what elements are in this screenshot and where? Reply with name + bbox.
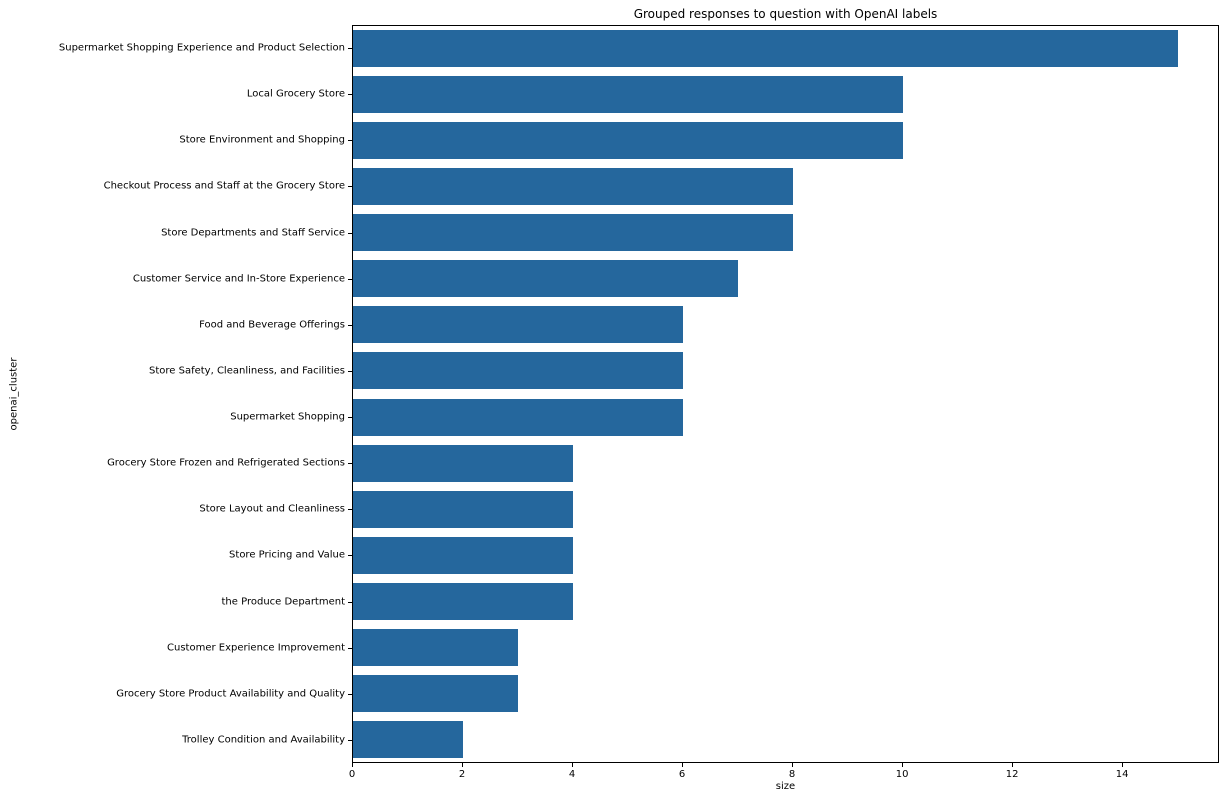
bar: [353, 167, 794, 205]
x-tick-mark: [1012, 763, 1013, 767]
chart-title: Grouped responses to question with OpenA…: [633, 7, 938, 21]
x-tick-mark: [902, 763, 903, 767]
bar: [353, 398, 684, 436]
x-tick-label: 14: [1115, 769, 1129, 780]
y-tick-mark: [348, 140, 352, 141]
bar: [353, 75, 904, 113]
bar: [353, 121, 904, 159]
x-axis-label: size: [775, 781, 796, 792]
y-tick-mark: [348, 279, 352, 280]
x-tick-label: 8: [788, 769, 796, 780]
x-tick-label: 2: [458, 769, 466, 780]
x-tick-mark: [352, 763, 353, 767]
y-tick-label: the Produce Department: [221, 596, 345, 608]
bar: [353, 260, 739, 298]
y-tick-mark: [348, 417, 352, 418]
y-tick-mark: [348, 740, 352, 741]
y-tick-label: Grocery Store Product Availability and Q…: [116, 688, 345, 700]
y-tick-label: Food and Beverage Offerings: [199, 319, 345, 331]
y-tick-mark: [348, 602, 352, 603]
x-tick-mark: [792, 763, 793, 767]
y-tick-label: Store Safety, Cleanliness, and Facilitie…: [148, 365, 345, 377]
bar: [353, 29, 1179, 67]
plot-area: [352, 25, 1219, 763]
bar: [353, 490, 574, 528]
x-tick-label: 12: [1005, 769, 1019, 780]
y-tick-label: Customer Service and In-Store Experience: [132, 273, 345, 285]
y-axis-label: openai_cluster: [8, 357, 20, 431]
x-tick-mark: [572, 763, 573, 767]
x-tick-label: 6: [678, 769, 686, 780]
x-tick-label: 10: [895, 769, 909, 780]
y-tick-mark: [348, 186, 352, 187]
bar: [353, 536, 574, 574]
y-tick-mark: [348, 463, 352, 464]
x-tick-label: 0: [348, 769, 356, 780]
y-tick-label: Trolley Condition and Availability: [182, 734, 345, 746]
x-tick-mark: [1122, 763, 1123, 767]
y-tick-label: Supermarket Shopping Experience and Prod…: [58, 42, 345, 54]
y-tick-mark: [348, 648, 352, 649]
bar: [353, 629, 519, 667]
bar: [353, 675, 519, 713]
y-tick-mark: [348, 694, 352, 695]
bar: [353, 721, 464, 759]
y-tick-label: Store Departments and Staff Service: [161, 227, 345, 239]
y-tick-label: Customer Experience Improvement: [167, 642, 345, 654]
y-tick-label: Local Grocery Store: [246, 88, 345, 100]
y-tick-label: Store Pricing and Value: [229, 549, 345, 561]
y-tick-mark: [348, 233, 352, 234]
y-tick-mark: [348, 371, 352, 372]
x-tick-mark: [682, 763, 683, 767]
y-tick-mark: [348, 48, 352, 49]
y-tick-mark: [348, 94, 352, 95]
bar: [353, 444, 574, 482]
y-tick-mark: [348, 509, 352, 510]
y-tick-label: Checkout Process and Staff at the Grocer…: [103, 180, 345, 192]
bar: [353, 214, 794, 252]
y-tick-mark: [348, 325, 352, 326]
y-tick-label: Store Layout and Cleanliness: [199, 503, 345, 515]
y-tick-label: Supermarket Shopping: [230, 411, 345, 423]
x-tick-label: 4: [568, 769, 576, 780]
y-tick-label: Grocery Store Frozen and Refrigerated Se…: [107, 457, 345, 469]
y-tick-label: Store Environment and Shopping: [179, 134, 345, 146]
y-tick-mark: [348, 555, 352, 556]
bar: [353, 583, 574, 621]
bar: [353, 306, 684, 344]
x-tick-mark: [462, 763, 463, 767]
bar: [353, 352, 684, 390]
